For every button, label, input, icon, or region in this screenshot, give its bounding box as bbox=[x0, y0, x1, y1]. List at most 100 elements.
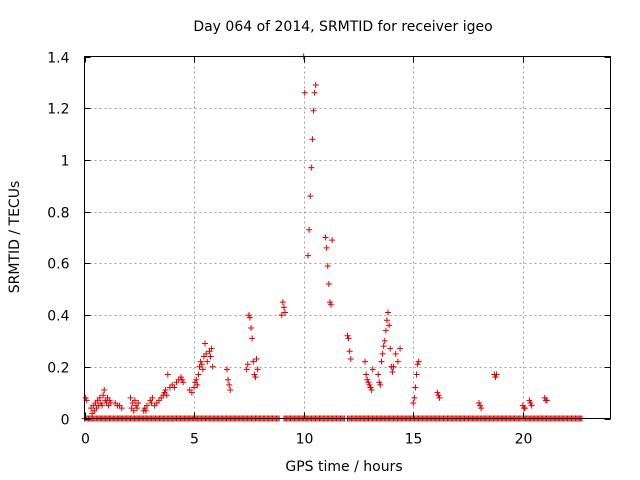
data-point bbox=[191, 384, 198, 391]
y-tick-label: 0.8 bbox=[47, 206, 69, 222]
data-point bbox=[177, 374, 184, 381]
data-point bbox=[134, 405, 141, 412]
data-point bbox=[310, 107, 317, 114]
data-point bbox=[250, 358, 257, 365]
x-axis-label: GPS time / hours bbox=[285, 459, 402, 475]
data-point bbox=[344, 332, 351, 339]
data-point bbox=[179, 376, 186, 383]
data-point bbox=[99, 402, 106, 409]
y-tick-label: 0.2 bbox=[47, 361, 69, 377]
data-point bbox=[375, 371, 382, 378]
y-tick-label: 1.4 bbox=[47, 51, 69, 67]
data-point bbox=[180, 379, 187, 386]
data-point bbox=[383, 317, 390, 324]
y-tick-label: 0.6 bbox=[47, 257, 69, 273]
x-tick-label: 0 bbox=[81, 432, 90, 448]
data-point bbox=[376, 379, 383, 386]
data-point bbox=[436, 394, 443, 401]
data-point bbox=[414, 361, 421, 368]
data-point bbox=[253, 356, 260, 363]
x-tick-label: 10 bbox=[296, 432, 314, 448]
data-point bbox=[227, 387, 234, 394]
x-axis-tick-labels: 0 5 10 15 20 bbox=[81, 432, 532, 448]
y-axis-label: SRMTID / TECUs bbox=[7, 181, 23, 294]
data-point bbox=[378, 358, 385, 365]
y-axis-tick-labels: 0 0.2 0.4 0.6 0.8 1 1.2 1.4 bbox=[47, 51, 69, 429]
data-point bbox=[364, 376, 371, 383]
data-point bbox=[387, 345, 394, 352]
data-point bbox=[100, 392, 107, 399]
data-point bbox=[226, 381, 233, 388]
data-point bbox=[381, 337, 388, 344]
data-point bbox=[164, 371, 171, 378]
data-point bbox=[382, 327, 389, 334]
data-point bbox=[225, 376, 232, 383]
data-point bbox=[493, 371, 500, 378]
data-point bbox=[223, 366, 230, 373]
y-tick-label: 1 bbox=[61, 154, 70, 170]
data-point bbox=[324, 262, 331, 269]
data-point bbox=[394, 358, 401, 365]
data-point bbox=[323, 244, 330, 251]
data-point bbox=[526, 397, 533, 404]
data-point bbox=[135, 399, 142, 406]
data-point bbox=[106, 397, 113, 404]
data-point bbox=[207, 353, 214, 360]
data-point bbox=[311, 89, 318, 96]
data-point bbox=[101, 387, 108, 394]
data-point bbox=[282, 309, 289, 316]
axis-ticks bbox=[84, 56, 611, 420]
data-point bbox=[477, 402, 484, 409]
x-tick-label: 15 bbox=[405, 432, 423, 448]
data-point bbox=[385, 309, 392, 316]
data-point bbox=[369, 366, 376, 373]
data-point bbox=[280, 304, 287, 311]
data-point bbox=[203, 350, 210, 357]
data-point bbox=[345, 335, 352, 342]
data-point bbox=[366, 381, 373, 388]
data-point bbox=[322, 234, 329, 241]
data-point bbox=[149, 394, 156, 401]
data-point bbox=[254, 366, 261, 373]
data-point bbox=[251, 371, 258, 378]
plot-frame bbox=[84, 56, 611, 419]
data-point bbox=[118, 405, 125, 412]
data-point bbox=[199, 366, 206, 373]
data-point bbox=[367, 384, 374, 391]
y-tick-label: 0 bbox=[61, 413, 70, 429]
data-point bbox=[411, 394, 418, 401]
data-point bbox=[492, 374, 499, 381]
data-point bbox=[301, 89, 308, 96]
grid-lines bbox=[84, 56, 611, 419]
data-point bbox=[309, 136, 316, 143]
data-points bbox=[81, 53, 586, 422]
data-point bbox=[476, 399, 482, 406]
data-point bbox=[306, 226, 313, 233]
data-point bbox=[198, 361, 205, 368]
data-point bbox=[143, 402, 150, 409]
data-point bbox=[328, 301, 335, 308]
data-point bbox=[162, 387, 169, 394]
data-point bbox=[197, 358, 204, 365]
data-point bbox=[131, 397, 138, 404]
data-point bbox=[243, 366, 250, 373]
data-point bbox=[363, 371, 370, 378]
data-point bbox=[97, 399, 104, 406]
data-point bbox=[279, 299, 286, 306]
data-point bbox=[307, 193, 314, 200]
data-point bbox=[325, 281, 332, 288]
data-point bbox=[412, 384, 419, 391]
data-point bbox=[130, 407, 137, 414]
data-point bbox=[195, 371, 202, 378]
data-point bbox=[249, 335, 256, 342]
data-point bbox=[527, 399, 534, 406]
y-tick-label: 1.2 bbox=[47, 102, 69, 118]
data-point bbox=[202, 340, 209, 347]
data-point bbox=[248, 325, 255, 331]
data-point bbox=[148, 399, 155, 406]
data-point bbox=[208, 345, 215, 352]
chart-title: Day 064 of 2014, SRMTID for receiver ige… bbox=[193, 19, 492, 35]
data-point bbox=[193, 376, 200, 383]
data-point bbox=[377, 381, 384, 388]
data-point bbox=[347, 356, 354, 363]
